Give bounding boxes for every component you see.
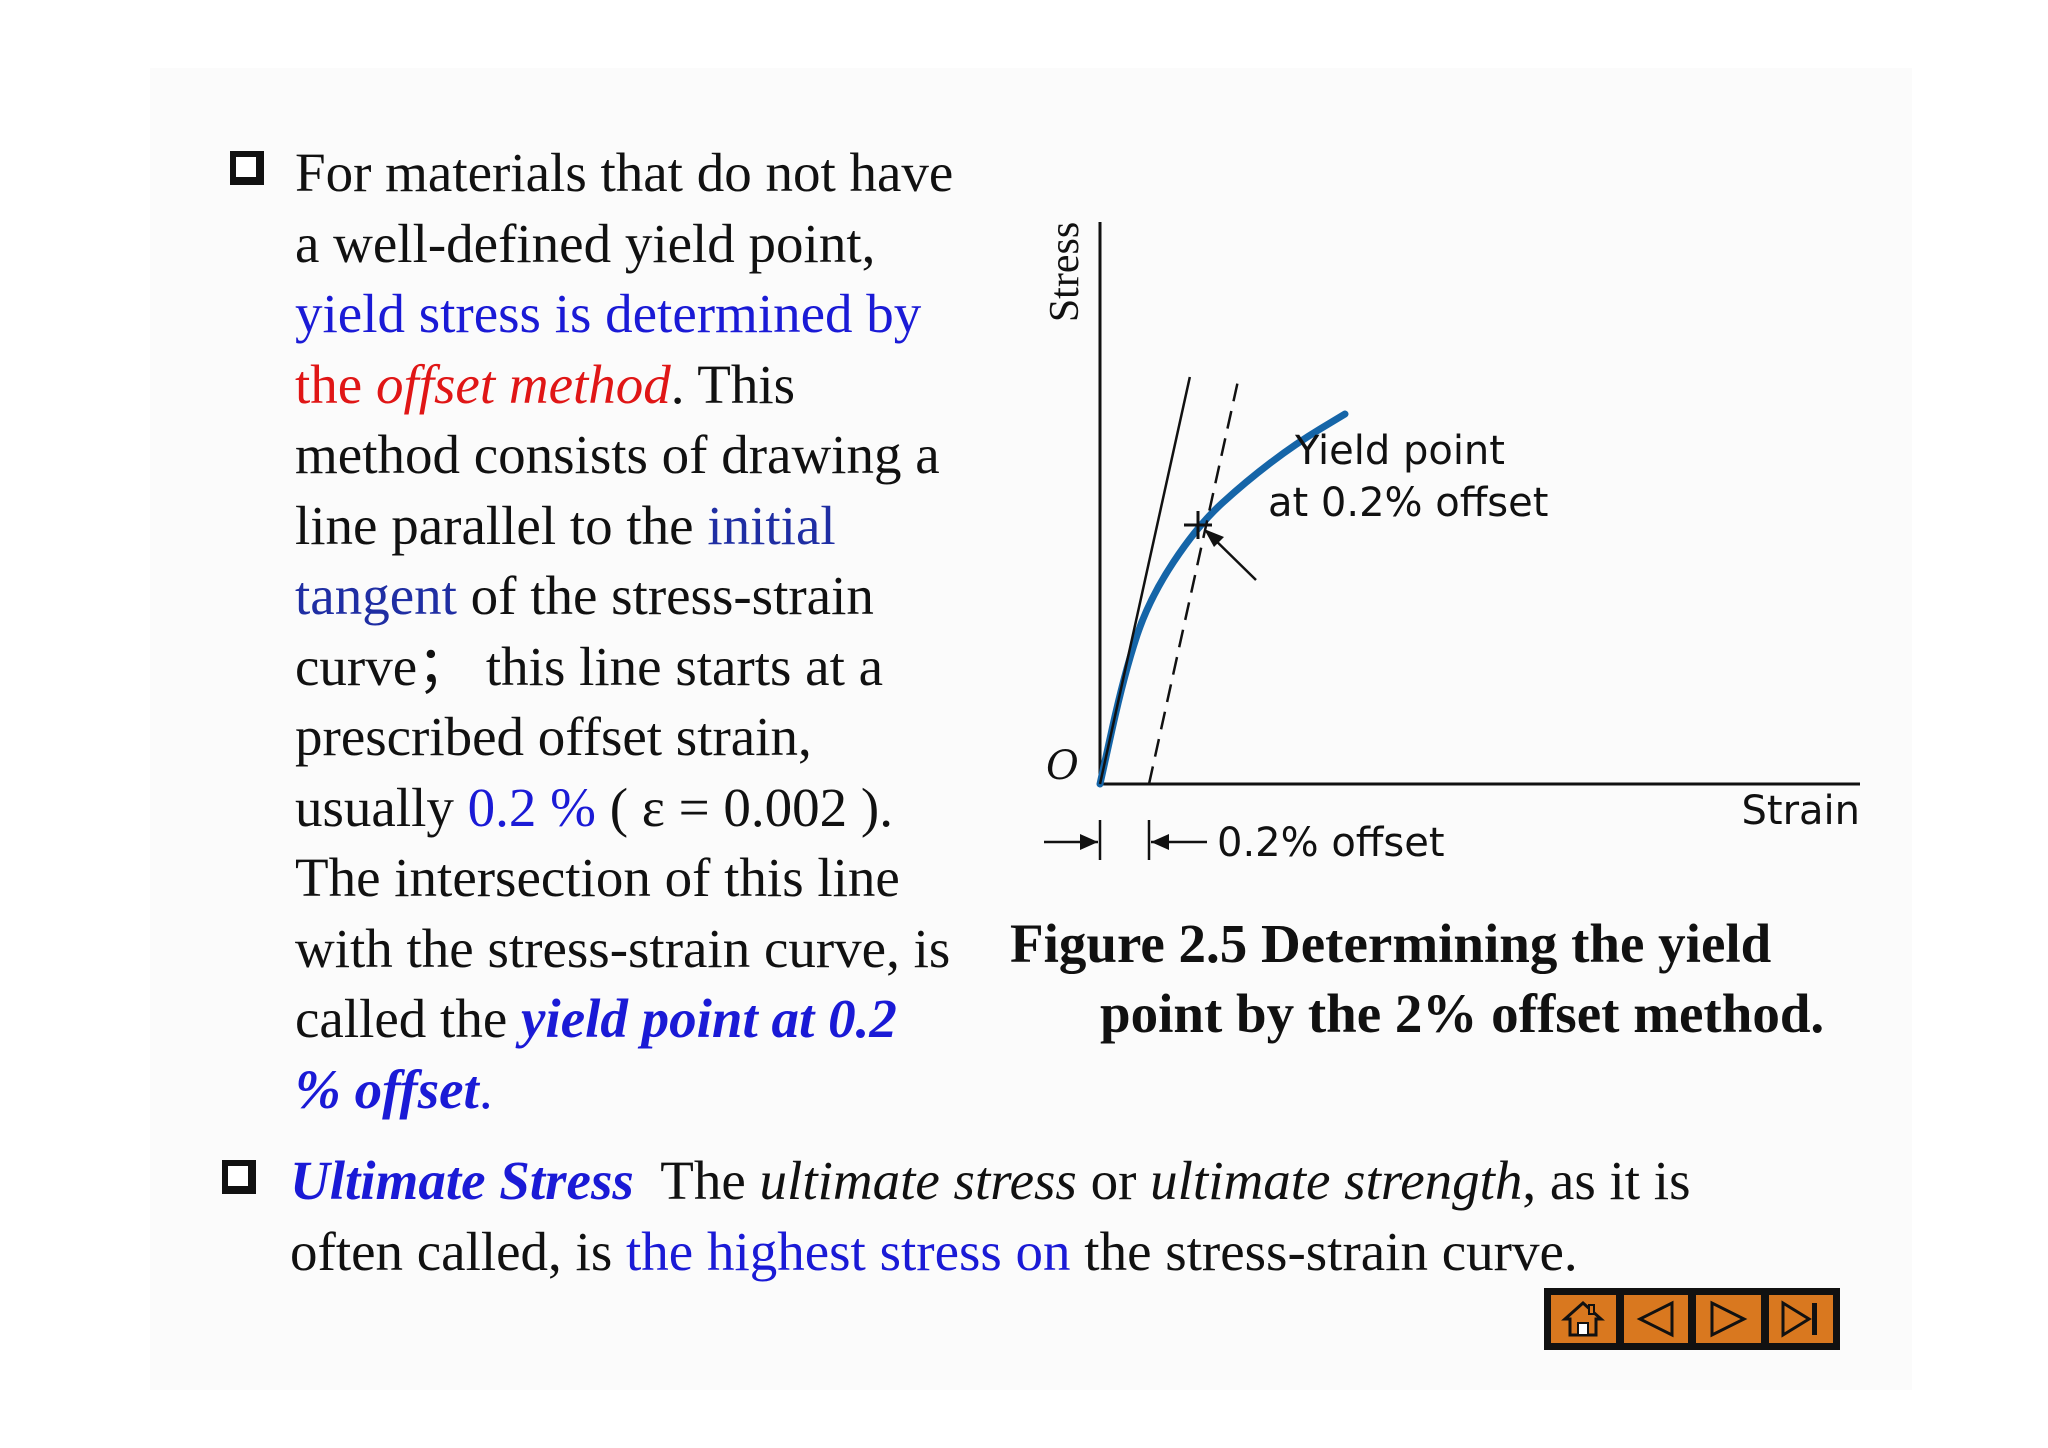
bullet-checkbox-icon <box>222 1160 256 1194</box>
last-button[interactable] <box>1766 1293 1835 1345</box>
line-8: curve； this line starts at a <box>295 635 884 697</box>
line-9: prescribed offset strain, <box>295 706 812 767</box>
line-4: the offset method. This <box>295 353 796 415</box>
bullet-2-text: Ultimate Stress The ultimate stress or u… <box>290 1146 1690 1287</box>
stress-strain-chart: Yield point at 0.2% offset Strain Stress O 0.… <box>1030 214 1870 864</box>
initial-tangent-line <box>1098 376 1192 785</box>
line-14: % offset. <box>295 1058 493 1120</box>
bullet-1-text: For materials that do not have a well-de… <box>295 138 953 1125</box>
home-button[interactable] <box>1549 1293 1618 1345</box>
line-5: method consists of drawing a <box>295 424 940 485</box>
slide-navigation <box>1544 1288 1840 1350</box>
y-axis-label: Stress <box>1042 222 1088 322</box>
line-3: yield stress is determined by <box>295 283 922 344</box>
skip-end-icon <box>1781 1300 1817 1338</box>
chart-svg: Yield point at 0.2% offset Strain Stress O 0.… <box>1042 222 1861 864</box>
x-axis-label: Strain <box>1742 788 1861 834</box>
triangle-left-icon <box>1636 1300 1674 1338</box>
bullet-checkbox-icon <box>230 151 264 185</box>
line-1: For materials that do not have <box>295 142 954 203</box>
offset-line <box>1147 376 1241 785</box>
line-10: usually 0.2 % ( ε = 0.002 ). <box>295 776 893 838</box>
home-icon <box>1561 1300 1606 1337</box>
line-1: Ultimate Stress The ultimate stress or u… <box>290 1150 1691 1211</box>
figure-caption-line-2: point by the 2% offset method. <box>1100 983 1825 1044</box>
line-12: with the stress-strain curve, is <box>295 917 951 979</box>
next-button[interactable] <box>1694 1293 1763 1345</box>
triangle-right-icon <box>1710 1300 1748 1338</box>
previous-button[interactable] <box>1621 1293 1690 1345</box>
yield-point-label-2: at 0.2% offset <box>1268 480 1548 526</box>
slide <box>150 68 1912 1390</box>
line-11: The intersection of this line <box>295 847 900 908</box>
offset-dimension-label: 0.2% offset <box>1217 820 1445 864</box>
line-13: called the yield point at 0.2 <box>295 988 897 1049</box>
yield-point-label: Yield point <box>1294 428 1505 474</box>
offset-dimension-right-arrowhead <box>1151 834 1169 850</box>
annotation-arrowhead <box>1204 529 1224 547</box>
line-6: line parallel to the initial <box>295 494 836 556</box>
origin-label: O <box>1046 743 1079 789</box>
offset-dimension-left-arrowhead <box>1080 834 1098 850</box>
line-2: a well-defined yield point, <box>295 212 876 274</box>
figure-caption-line-1: Figure 2.5 Determining the yield <box>1010 913 1772 974</box>
line-2: often called, is the highest stress on t… <box>290 1220 1578 1282</box>
line-7: tangent of the stress-strain <box>295 565 874 626</box>
